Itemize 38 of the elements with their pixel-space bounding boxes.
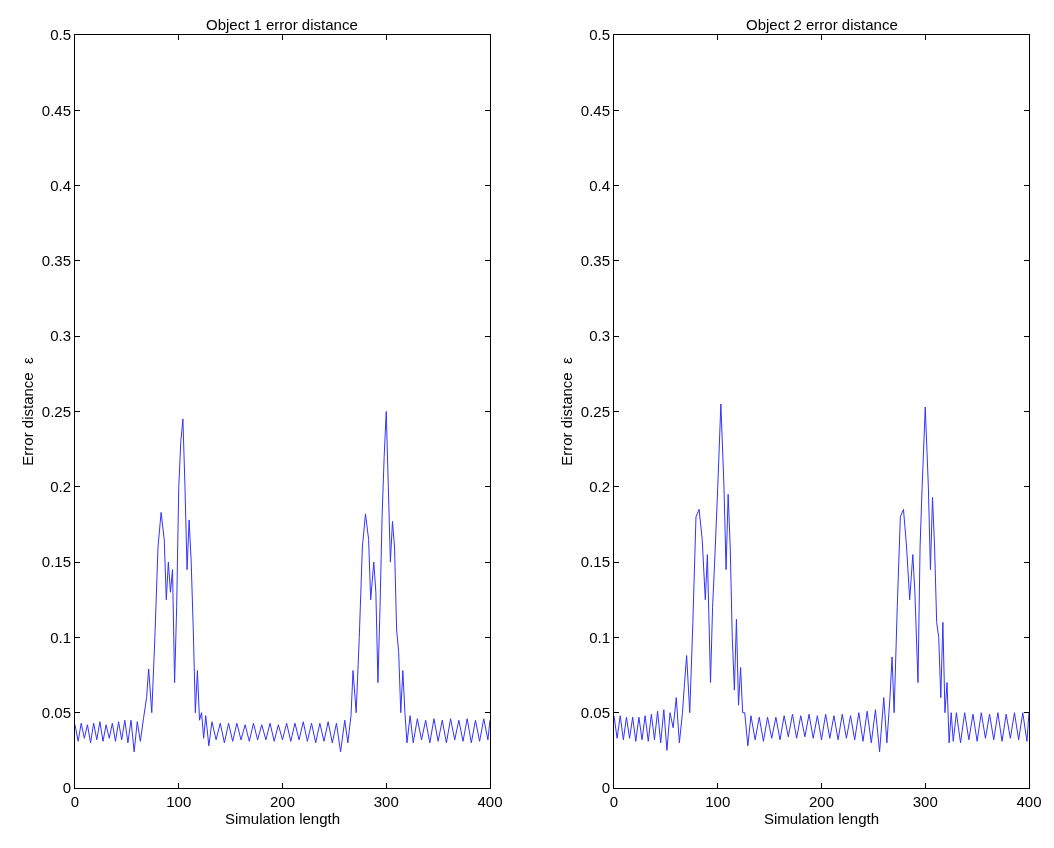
y-tick-label: 0.1 — [589, 628, 611, 646]
y-tick-label: 0.35 — [580, 252, 611, 270]
x-tick-label: 400 — [477, 793, 503, 810]
y-tick-label: 0.5 — [50, 26, 71, 44]
y-tick-label: 0.15 — [580, 553, 611, 571]
y-tick-label: 0.2 — [50, 478, 71, 496]
y-tick-label: 0.05 — [41, 703, 71, 721]
y-tick-label: 0.5 — [589, 26, 611, 44]
x-axis-title: Simulation length — [224, 810, 341, 827]
x-tick-label: 200 — [269, 793, 296, 810]
y-tick-label: 0.15 — [41, 553, 71, 571]
chart-title: Object 1 error distance — [206, 16, 358, 33]
chart-title: Object 2 error distance — [746, 16, 898, 33]
y-tick-label: 0 — [601, 779, 611, 797]
x-tick-label: 200 — [808, 793, 835, 810]
y-tick-label: 0.4 — [589, 176, 611, 194]
y-tick-label: 0.45 — [580, 101, 611, 119]
y-tick-label: 0.45 — [41, 101, 71, 119]
y-tick-label: 0.3 — [50, 327, 71, 345]
y-tick-label: 0.25 — [41, 402, 71, 420]
x-tick-label: 100 — [166, 793, 192, 810]
y-tick-label: 0.25 — [580, 402, 611, 420]
y-tick-label: 0.1 — [50, 628, 71, 646]
x-axis-title: Simulation length — [763, 810, 880, 827]
y-axis-title: Error distance ε — [19, 357, 37, 466]
y-tick-label: 0 — [62, 779, 71, 797]
y-tick-label: 0.2 — [589, 478, 611, 496]
y-tick-label: 0.35 — [41, 252, 71, 270]
y-tick-label: 0.3 — [589, 327, 611, 345]
x-tick-label: 400 — [1016, 793, 1042, 810]
y-axis-title: Error distance ε — [558, 357, 576, 466]
line-series — [614, 403, 1029, 753]
line-series — [75, 411, 490, 753]
x-tick-label: 300 — [912, 793, 938, 810]
y-tick-label: 0.4 — [50, 176, 71, 194]
y-tick-label: 0.05 — [580, 703, 611, 721]
x-tick-label: 300 — [373, 793, 399, 810]
x-tick-label: 100 — [705, 793, 731, 810]
